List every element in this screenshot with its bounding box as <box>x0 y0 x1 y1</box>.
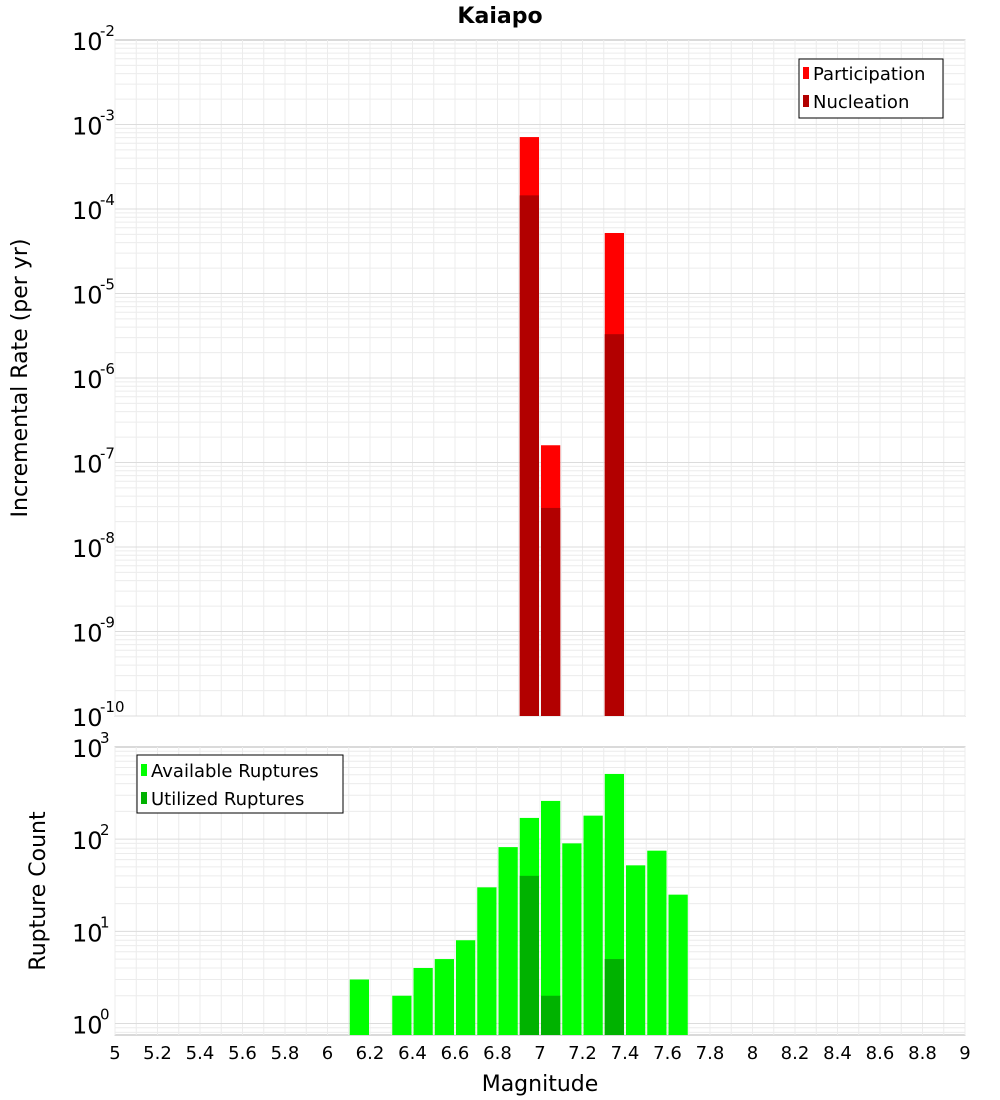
x-tick-label: 6.6 <box>441 1043 470 1064</box>
magnitude-x-ticks: 5 5.2 5.4 5.6 5.8 6 6.2 6.4 6.6 6.8 7 7.2 7.4 7.6 7.8 8… <box>109 1043 970 1064</box>
x-tick-label: 7 <box>534 1043 545 1064</box>
available-legend-swatch <box>141 764 147 776</box>
rate-y-tick-exponent: -3 <box>100 107 115 125</box>
rate-y-tick-exponent: -6 <box>100 360 115 378</box>
available-legend-label: Available Ruptures <box>151 761 319 782</box>
rate-y-tick-exponent: -5 <box>100 276 115 294</box>
nucleation-bar-6-95 <box>519 195 539 717</box>
rate-bars <box>519 137 624 717</box>
utilized-legend-label: Utilized Ruptures <box>151 789 304 810</box>
available-ruptures-bar-7-05 <box>541 800 561 1035</box>
count-y-tick-label: 10 <box>72 919 103 947</box>
available-ruptures-bar-7-65 <box>668 894 688 1035</box>
available-ruptures-bar-7-55 <box>647 850 667 1035</box>
rate-y-tick-exponent: -9 <box>100 614 115 632</box>
available-ruptures-bar-6-45 <box>413 967 433 1035</box>
nucleation-legend-label: Nucleation <box>813 92 909 113</box>
rate-y-tick-label: 10 <box>72 28 103 56</box>
rate-y-tick-label: 10 <box>72 197 103 225</box>
count-y-tick-exponent: 1 <box>100 913 110 931</box>
rate-y-tick-label: 10 <box>72 704 103 732</box>
x-tick-label: 8.4 <box>823 1043 852 1064</box>
x-tick-label: 5.6 <box>228 1043 257 1064</box>
rate-y-tick-label: 10 <box>72 451 103 479</box>
count-legend: Available Ruptures Utilized Ruptures <box>136 754 344 814</box>
utilized-ruptures-bar-7-35 <box>604 959 624 1035</box>
x-tick-label: 8.2 <box>781 1043 810 1064</box>
count-y-tick-exponent: 2 <box>100 821 110 839</box>
count-y-tick-label: 10 <box>72 735 103 763</box>
rate-y-tick-exponent: -4 <box>100 191 115 209</box>
count-y-tick-exponent: 0 <box>100 1005 110 1023</box>
x-tick-label: 5.4 <box>186 1043 215 1064</box>
participation-legend-label: Participation <box>813 64 925 85</box>
count-y-tick-label: 10 <box>72 1011 103 1039</box>
available-ruptures-bar-6-65 <box>456 940 476 1035</box>
rate-y-tick-label: 10 <box>72 113 103 141</box>
nucleation-legend-swatch <box>803 95 809 107</box>
nucleation-bar-7-05 <box>541 507 561 716</box>
x-tick-label: 5.2 <box>143 1043 172 1064</box>
rate-y-tick-exponent: -7 <box>100 445 115 463</box>
rate-y-tick-label: 10 <box>72 620 103 648</box>
available-ruptures-bar-6-35 <box>392 995 412 1035</box>
count-y-tick-label: 10 <box>72 827 103 855</box>
utilized-ruptures-bar-7-05 <box>541 995 561 1035</box>
available-ruptures-bar-7-25 <box>583 815 603 1035</box>
available-ruptures-bar-6-55 <box>434 959 454 1035</box>
x-tick-label: 8.8 <box>908 1043 937 1064</box>
count-y-tick-exponent: 3 <box>100 729 110 747</box>
count-y-axis-label: Rupture Count <box>26 811 51 971</box>
count-bars <box>349 773 688 1035</box>
rate-y-tick-label: 10 <box>72 282 103 310</box>
x-tick-label: 7.6 <box>653 1043 682 1064</box>
utilized-ruptures-bar-6-95 <box>519 875 539 1035</box>
x-tick-label: 6.4 <box>398 1043 427 1064</box>
x-tick-label: 6.2 <box>356 1043 385 1064</box>
x-tick-label: 7.4 <box>611 1043 640 1064</box>
chart-title: Kaiapo <box>457 4 542 29</box>
x-tick-label: 6 <box>322 1043 333 1064</box>
rate-y-tick-label: 10 <box>72 366 103 394</box>
rate-y-tick-exponent: -2 <box>100 22 115 40</box>
x-tick-label: 6.8 <box>483 1043 512 1064</box>
available-ruptures-bar-6-85 <box>498 847 518 1035</box>
available-ruptures-bar-7-45 <box>626 865 646 1035</box>
count-grid <box>114 747 966 1035</box>
x-tick-label: 7.8 <box>696 1043 725 1064</box>
rate-y-tick-exponent: -8 <box>100 529 115 547</box>
participation-legend-swatch <box>803 67 809 79</box>
x-axis-label: Magnitude <box>482 1072 599 1097</box>
rate-legend: Participation Nucleation <box>798 58 944 119</box>
count-legend-box <box>136 754 344 814</box>
nucleation-bar-7-35 <box>604 334 624 716</box>
x-tick-label: 9 <box>959 1043 970 1064</box>
x-tick-label: 8 <box>747 1043 758 1064</box>
x-tick-label: 8.6 <box>866 1043 895 1064</box>
x-tick-label: 5 <box>109 1043 120 1064</box>
rate-legend-box <box>798 58 944 119</box>
rate-y-tick-label: 10 <box>72 535 103 563</box>
rate-y-axis-label: Incremental Rate (per yr) <box>8 239 33 518</box>
available-ruptures-bar-7-15 <box>562 843 582 1035</box>
utilized-legend-swatch <box>141 792 147 804</box>
x-tick-label: 5.8 <box>271 1043 300 1064</box>
available-ruptures-bar-6-75 <box>477 887 497 1035</box>
x-tick-label: 7.2 <box>568 1043 597 1064</box>
rate-y-tick-exponent: -10 <box>100 698 125 716</box>
available-ruptures-bar-6-15 <box>349 979 369 1035</box>
rate-grid <box>114 40 966 717</box>
